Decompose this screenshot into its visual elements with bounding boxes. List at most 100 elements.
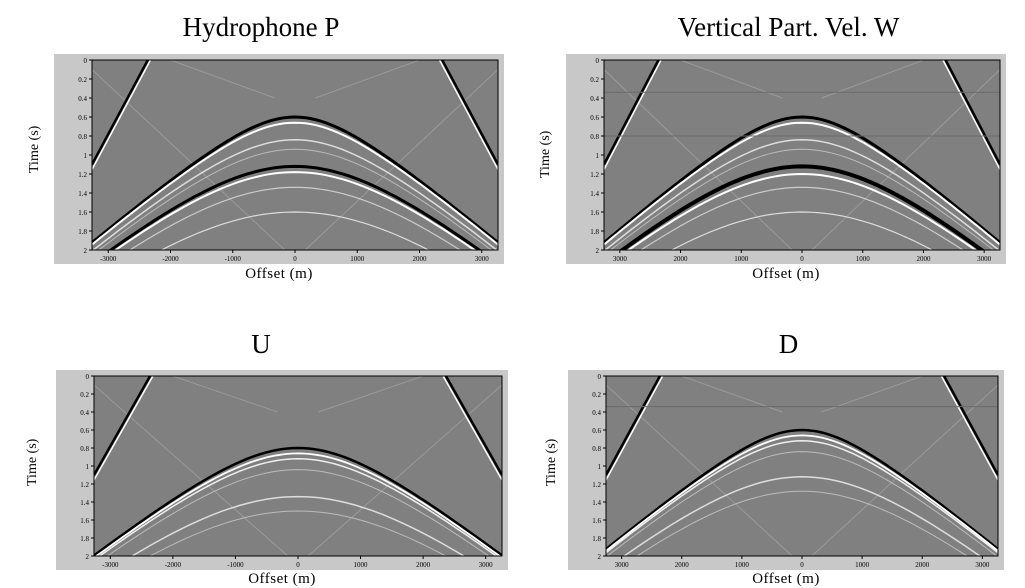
y-tick-label: 0 [86, 373, 90, 381]
reflection-event [606, 434, 998, 553]
x-tick-label: 0 [800, 255, 804, 263]
linear-arrival [821, 376, 924, 413]
reflection-event [604, 121, 1000, 246]
reflection-event [149, 510, 447, 556]
direct-arrival [92, 60, 152, 170]
y-tick-label: 0.2 [590, 76, 599, 84]
linear-arrival [171, 376, 278, 413]
y-tick-label: 0.6 [78, 114, 87, 122]
x-tick-label: 1000 [350, 255, 365, 263]
seismic-plot: 0 0.2 0.4 0.6 0.8 1 1.2 1.4 1.6 1.8 2 -3000 -2000 -10… [56, 370, 508, 570]
y-tick-label: 0.8 [590, 133, 599, 141]
x-tick-label: -2000 [162, 255, 179, 263]
direct-arrival [942, 60, 1000, 170]
y-tick-label: 0 [598, 373, 602, 381]
reflection-event [113, 171, 477, 250]
y-tick-label: 0.2 [592, 391, 601, 399]
chart-title: U [251, 329, 271, 359]
y-tick-label: 1.8 [590, 228, 599, 236]
x-axis-label: Offset (m) [248, 571, 316, 587]
x-tick-label: -1000 [227, 561, 244, 569]
y-tick-label: 1.4 [592, 499, 601, 507]
y-tick-label: 0 [596, 57, 600, 65]
direct-arrival [92, 60, 150, 166]
y-tick-label: 0.6 [592, 427, 601, 435]
linear-arrival [318, 376, 425, 413]
chart-title: D [778, 329, 799, 359]
y-tick-label: 1.6 [80, 517, 89, 525]
y-axis-label: Time (s) [538, 130, 553, 178]
y-tick-label: 0.2 [78, 76, 87, 84]
y-tick-label: 0.6 [80, 427, 89, 435]
x-tick-label: 3000 [475, 255, 490, 263]
y-tick-label: 0.8 [592, 445, 601, 453]
x-tick-label: 1000 [735, 561, 750, 569]
x-tick-label: 1000 [354, 561, 369, 569]
x-tick-label: 2000 [675, 561, 690, 569]
y-tick-label: 1.8 [592, 535, 601, 543]
x-tick-label: -1000 [225, 255, 242, 263]
direct-arrival [604, 60, 662, 170]
y-tick-label: 0 [84, 57, 88, 65]
reflection-event [606, 451, 998, 556]
panel-hydrophone-p: Hydrophone P Time (s) 0 0.2 0.4 0.6 0.8 1 1.2 1… [0, 0, 512, 293]
x-tick-label: 1000 [734, 255, 749, 263]
seismic-plot: 0 0.2 0.4 0.6 0.8 1 1.2 1.4 1.6 1.8 2 3000 2000 1000 0… [568, 370, 1004, 570]
seismic-plot: 0 0.2 0.4 0.6 0.8 1 1.2 1.4 1.6 1.8 2 3000 2000 1000 0… [566, 54, 1006, 264]
plot-area [94, 376, 502, 556]
x-tick-label: 2000 [413, 255, 428, 263]
reflection-event [94, 452, 502, 556]
x-tick-label: 1000 [855, 561, 870, 569]
direct-arrival [942, 376, 998, 476]
x-tick-label: 3000 [977, 255, 992, 263]
event-group [94, 376, 502, 556]
reflection-event [130, 495, 466, 556]
plot-area [606, 376, 998, 556]
linear-arrival [168, 60, 275, 99]
x-tick-label: 2000 [916, 255, 931, 263]
event-group [604, 60, 1000, 250]
x-tick-label: -3000 [102, 561, 119, 569]
x-tick-label: 3000 [975, 561, 990, 569]
direct-arrival [606, 376, 664, 481]
chart-title: Hydrophone P [182, 12, 340, 42]
y-tick-label: 1.6 [590, 209, 599, 217]
direct-arrival [94, 376, 152, 476]
direct-arrival [438, 60, 498, 170]
y-tick-label: 0.2 [80, 391, 89, 399]
y-tick-label: 1 [86, 463, 90, 471]
reflection-event [128, 186, 462, 250]
y-tick-label: 1.2 [592, 481, 601, 489]
y-tick-label: 0.4 [592, 409, 601, 417]
reflection-event [98, 458, 498, 556]
y-axis-label: Time (s) [27, 125, 42, 173]
y-tick-label: 0.4 [78, 95, 87, 103]
x-axis-label: Offset (m) [752, 571, 820, 587]
x-tick-label: 2000 [915, 561, 930, 569]
event-group [92, 60, 498, 250]
direct-arrival [606, 376, 662, 476]
reflection-event [94, 446, 502, 556]
direct-arrival [94, 376, 154, 481]
reflection-event [92, 121, 498, 246]
y-tick-label: 0.4 [80, 409, 89, 417]
reflection-event [622, 476, 982, 556]
reflection-event [92, 115, 498, 245]
direct-arrival [940, 376, 998, 481]
x-axis-label: Offset (m) [245, 266, 313, 282]
y-tick-label: 1.4 [80, 499, 89, 507]
reflection-event [670, 211, 934, 250]
linear-arrival [678, 60, 783, 99]
reflection-event [92, 139, 498, 250]
x-tick-label: 3000 [613, 255, 628, 263]
direct-arrival [444, 376, 502, 476]
reflection-event [160, 211, 430, 250]
y-tick-label: 1.2 [80, 481, 89, 489]
reflection-event [618, 164, 986, 250]
reflection-event [604, 115, 1000, 245]
direct-arrival [604, 60, 660, 166]
linear-arrival [821, 60, 926, 99]
reflection-event [609, 148, 995, 250]
reflection-event [97, 148, 493, 250]
y-tick-label: 1.2 [590, 171, 599, 179]
